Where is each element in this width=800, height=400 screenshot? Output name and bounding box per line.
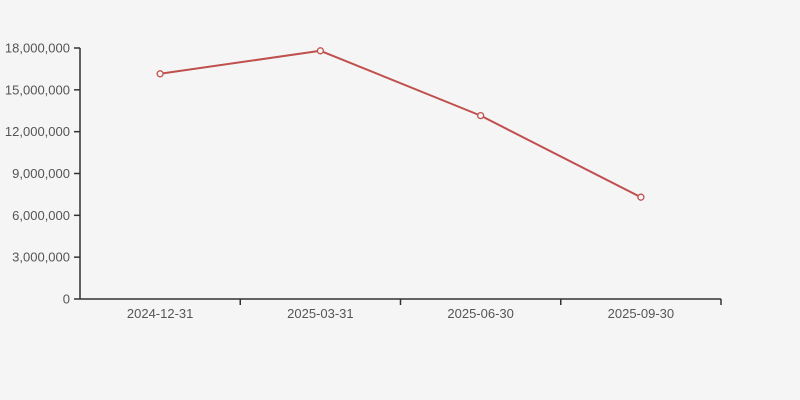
series-line xyxy=(159,49,642,199)
y-axis-tick-label: 3,000,000 xyxy=(12,250,70,265)
y-axis-tick-label: 15,000,000 xyxy=(5,82,70,97)
y-axis-tick-label: 12,000,000 xyxy=(5,124,70,139)
x-axis-tick-label: 2024-12-31 xyxy=(127,306,194,321)
x-axis-tick-label: 2025-03-31 xyxy=(287,306,354,321)
x-axis-tick-label: 2025-09-30 xyxy=(608,306,675,321)
data-point-marker[interactable] xyxy=(156,70,164,78)
y-axis-tick-label: 9,000,000 xyxy=(12,166,70,181)
data-point-marker[interactable] xyxy=(476,111,485,120)
y-axis-tick-label: 0 xyxy=(63,292,70,307)
y-axis-tick-label: 18,000,000 xyxy=(5,41,70,56)
x-axis-tick-label: 2025-06-30 xyxy=(447,306,514,321)
data-point-marker[interactable] xyxy=(316,47,325,55)
y-axis-tick-label: 6,000,000 xyxy=(12,208,70,223)
data-point-marker[interactable] xyxy=(637,193,645,201)
